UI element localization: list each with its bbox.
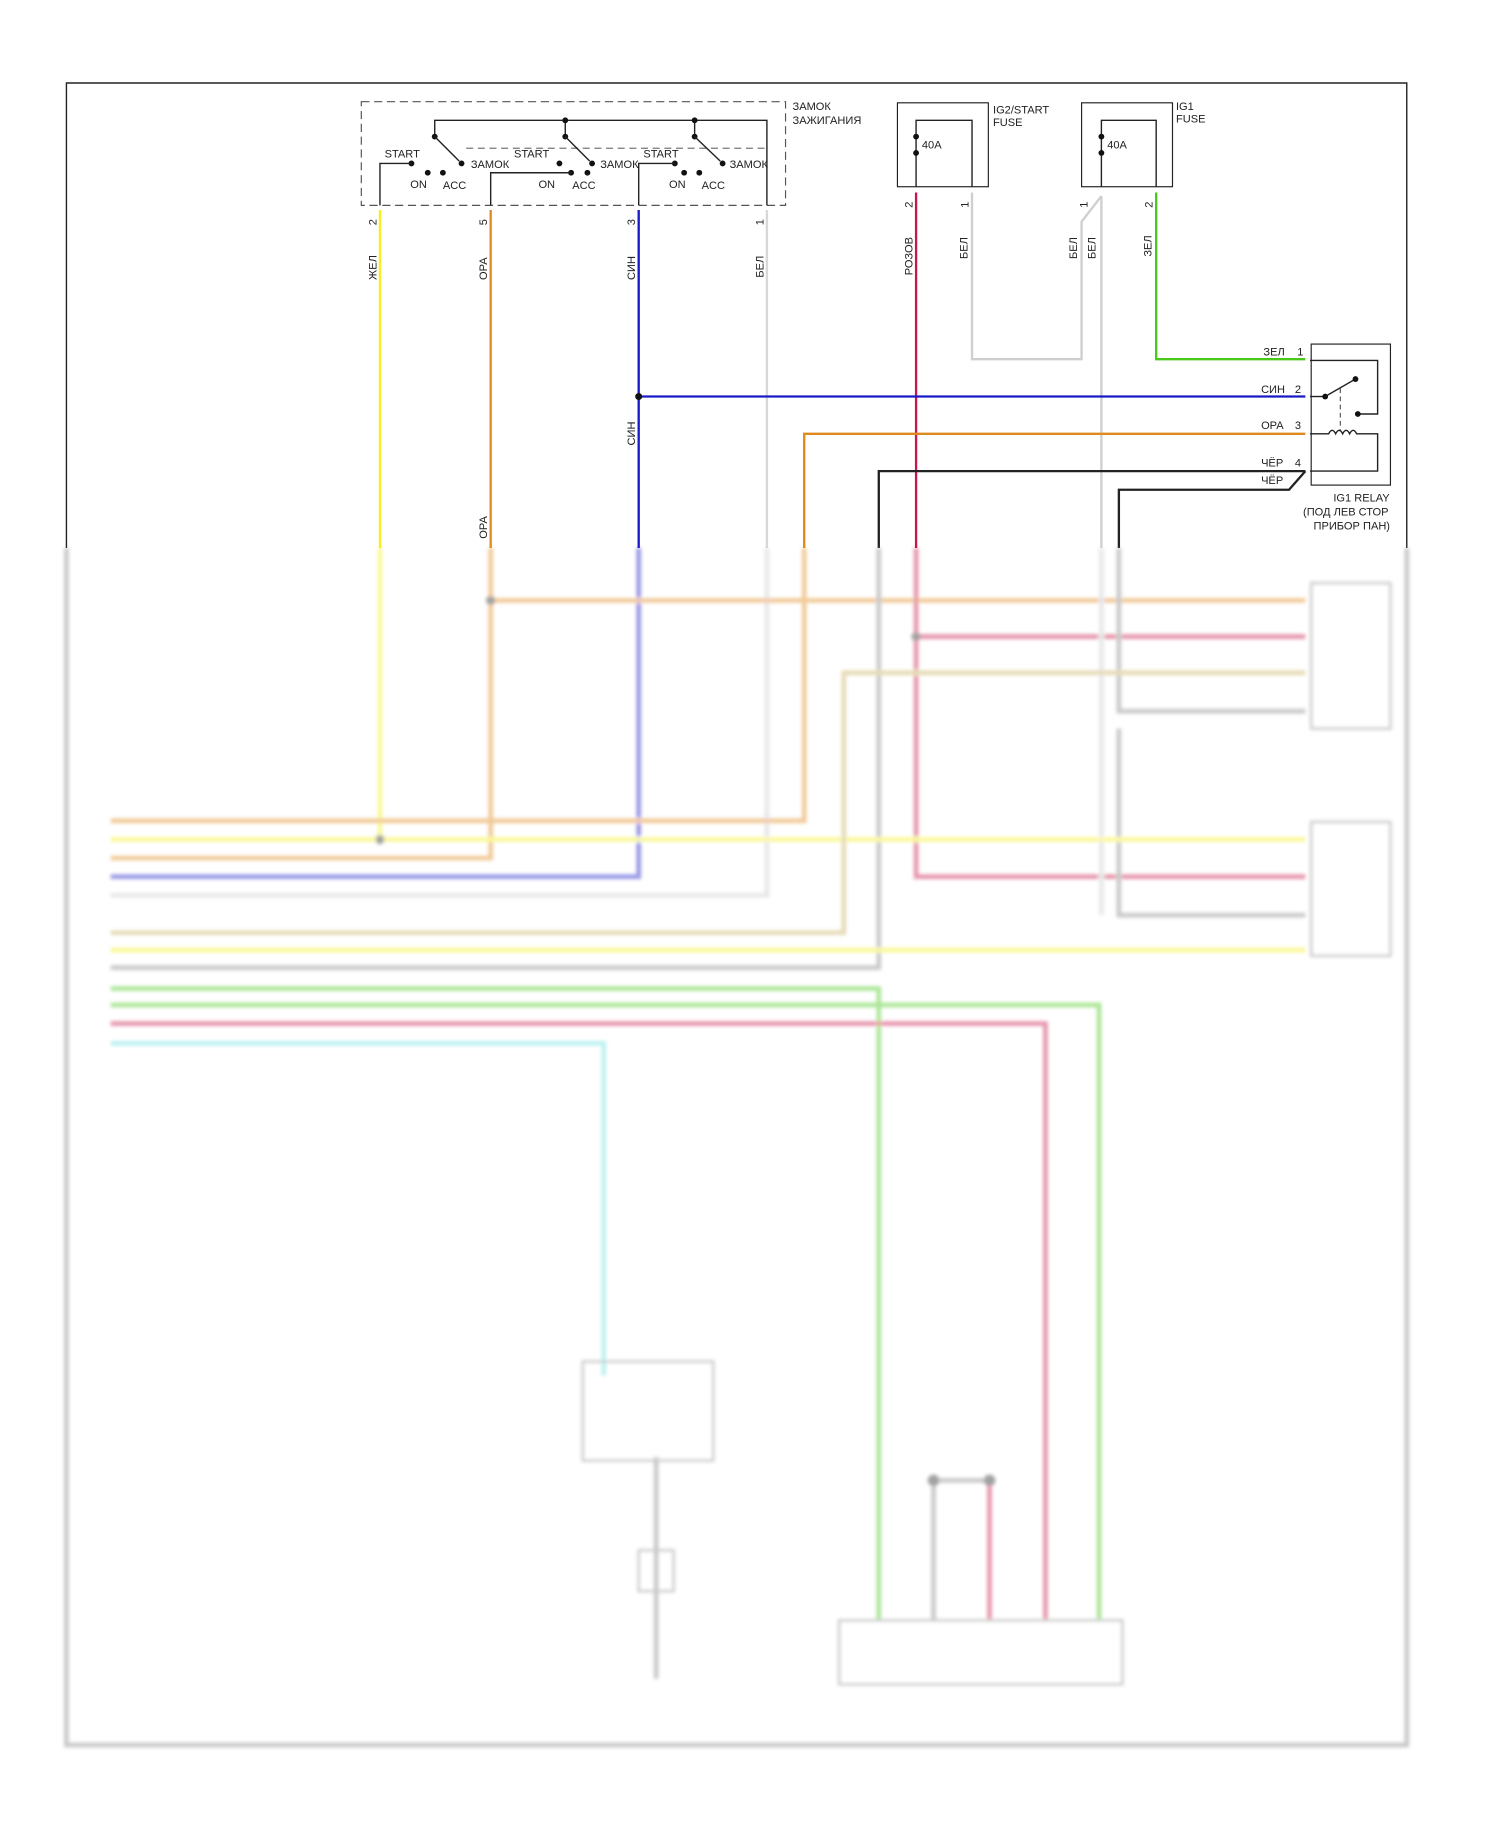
wire-label: БЕЛ [1068,237,1080,259]
pin-number: 2 [367,219,379,225]
wire-label: ЧЁР [1261,457,1283,469]
wire-label: БЕЛ [1087,237,1099,259]
position-acc: ACC [443,180,466,192]
fuse-title: FUSE [993,117,1023,129]
wire-label: СИН [626,256,638,280]
pin-number: 3 [1295,420,1301,432]
pin-number: 2 [1144,202,1156,208]
position-on: ON [410,179,427,191]
obscured-lower-diagram [64,548,1410,1748]
position-acc: ACC [702,180,725,192]
position-on: ON [669,179,686,191]
wire-label: ОРА [1261,420,1284,432]
wire-label: ОРА [478,257,490,280]
pin-number: 1 [1078,202,1090,208]
pin-number: 1 [1297,347,1303,359]
position-lock: ЗАМОК [730,159,769,171]
ig1-relay: IG1 RELAY (ПОД ЛЕВ СТОР ПРИБОР ПАН) 1 2 … [1261,343,1392,532]
ignition-switch-title: ЗАМОК [793,101,832,113]
wire-label: ЗЕЛ [1263,347,1284,359]
wire-label: ОРА [478,515,490,538]
wire-label: ЧЁР [1261,475,1283,487]
wire-label: БЕЛ [754,256,766,278]
wire-label: ЖЕЛ [367,255,379,280]
diagram-frame [65,82,1408,549]
fuse-title: IG1 [1176,101,1194,113]
ignition-switch: START START START ON ON ON ACC ACC ACC З… [360,101,862,225]
position-start: START [385,149,420,161]
ig2-start-fuse: 40A IG2/START FUSE 2 1 [896,102,1049,208]
wires: ЖЕЛ ОРА СИН БЕЛ РОЗОВ БЕЛ БЕЛ БЕЛ ЗЕЛ СИ… [367,192,1307,549]
pin-number: 5 [478,219,490,225]
fuse-title: IG2/START [993,104,1049,116]
relay-title: IG1 RELAY [1333,492,1390,504]
pin-number: 3 [626,219,638,225]
position-start: START [643,149,678,161]
position-lock: ЗАМОК [471,159,510,171]
pin-number: 1 [960,202,972,208]
pin-number: 2 [1295,384,1301,396]
wire-label: БЕЛ [958,237,970,259]
pin-number: 2 [904,202,916,208]
fuse-rating: 40A [1107,139,1127,151]
wire-label: ЗЕЛ [1143,235,1155,256]
wire-label: РОЗОВ [904,237,916,275]
fuse-title: FUSE [1176,114,1206,126]
position-start: START [514,149,549,161]
relay-title: ПРИБОР ПАН) [1314,520,1390,532]
wire-label: СИН [1261,384,1285,396]
position-lock: ЗАМОК [600,159,639,171]
position-on: ON [538,179,555,191]
pin-number: 1 [754,219,766,225]
position-acc: ACC [572,180,595,192]
fuse-rating: 40A [922,139,942,151]
wire-label: СИН [626,422,638,446]
ignition-switch-title: ЗАЖИГАНИЯ [793,115,862,127]
pin-number: 4 [1295,457,1301,469]
ig1-fuse: 40A IG1 FUSE 1 2 [1078,101,1205,208]
relay-title: (ПОД ЛЕВ СТОР [1303,506,1389,518]
